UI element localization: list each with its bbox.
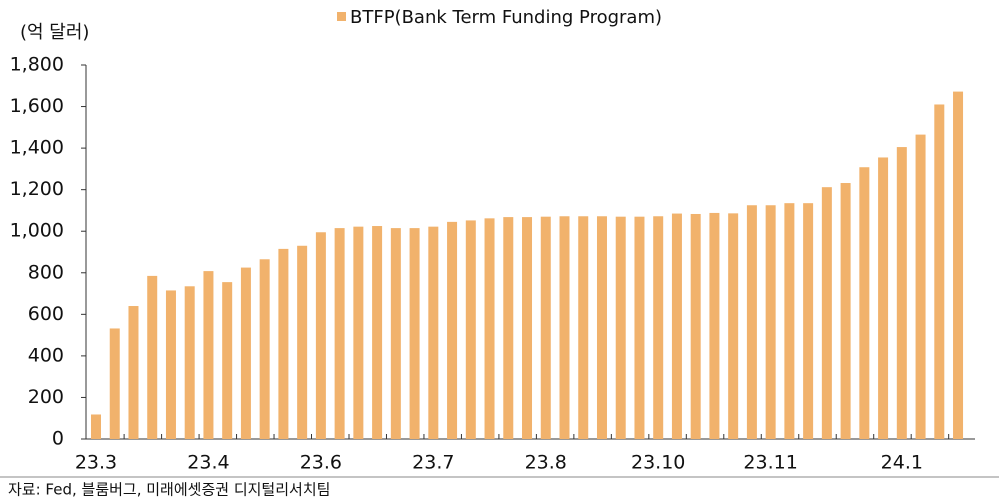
y-tick-label: 1,800 [10,54,64,76]
x-tick-label: 23.10 [631,452,685,474]
bar [222,282,233,439]
bar [653,216,664,439]
bar [559,216,570,439]
bar [709,212,720,439]
bar [821,187,832,439]
bar [953,91,964,440]
bar [746,205,757,439]
y-axis-label: (억 달러) [20,22,89,43]
y-tick-label: 600 [28,303,64,325]
bar [91,414,101,439]
bar [390,228,401,439]
x-tick-label: 23.3 [75,452,117,474]
bar [315,232,326,439]
bar [803,203,814,439]
bar [259,259,270,439]
bar [372,226,383,439]
x-tick-label: 23.4 [187,452,229,474]
x-tick-label: 23.11 [743,452,797,474]
bar [203,271,214,439]
bar [240,267,251,439]
bar [522,217,533,439]
bar [859,167,870,439]
bar [409,228,420,439]
y-tick-label: 1,200 [10,178,64,200]
x-tick-label: 23.6 [300,452,342,474]
y-tick-label: 1,600 [10,95,64,117]
bar [634,216,645,439]
x-tick-label: 23.8 [525,452,567,474]
bar [109,328,120,439]
bar [503,217,514,439]
x-tick-label: 24.1 [881,452,923,474]
y-tick-label: 1,400 [10,137,64,159]
bar [915,134,926,439]
y-tick-label: 200 [28,386,64,408]
bar [184,286,195,439]
bar [690,213,701,439]
bar [447,221,458,439]
y-tick-label: 400 [28,344,64,366]
bar [878,157,889,439]
bar [353,226,364,439]
bar [334,228,345,439]
bar [728,213,739,439]
bar [896,147,907,440]
legend-label: BTFP(Bank Term Funding Program) [350,7,662,28]
bar [671,213,682,439]
x-tick-label: 23.7 [412,452,454,474]
source-note: 자료: Fed, 블룸버그, 미래에셋증권 디지털리서치팀 [8,481,330,499]
bar [484,218,495,439]
y-tick-label: 0 [52,428,64,450]
bar [147,275,158,439]
bar [297,245,308,439]
legend-swatch [337,12,346,21]
bar [428,226,439,439]
y-tick-label: 1,000 [10,220,64,242]
bar [840,183,851,439]
bar [765,205,776,439]
bar [165,290,176,439]
bar [540,216,551,439]
bar [784,203,795,439]
y-tick-label: 800 [28,261,64,283]
bar [578,216,589,439]
bar [128,306,139,439]
bar [465,220,476,439]
bar [278,248,289,439]
bar [615,216,626,439]
bar [596,216,607,439]
bar [934,104,945,439]
